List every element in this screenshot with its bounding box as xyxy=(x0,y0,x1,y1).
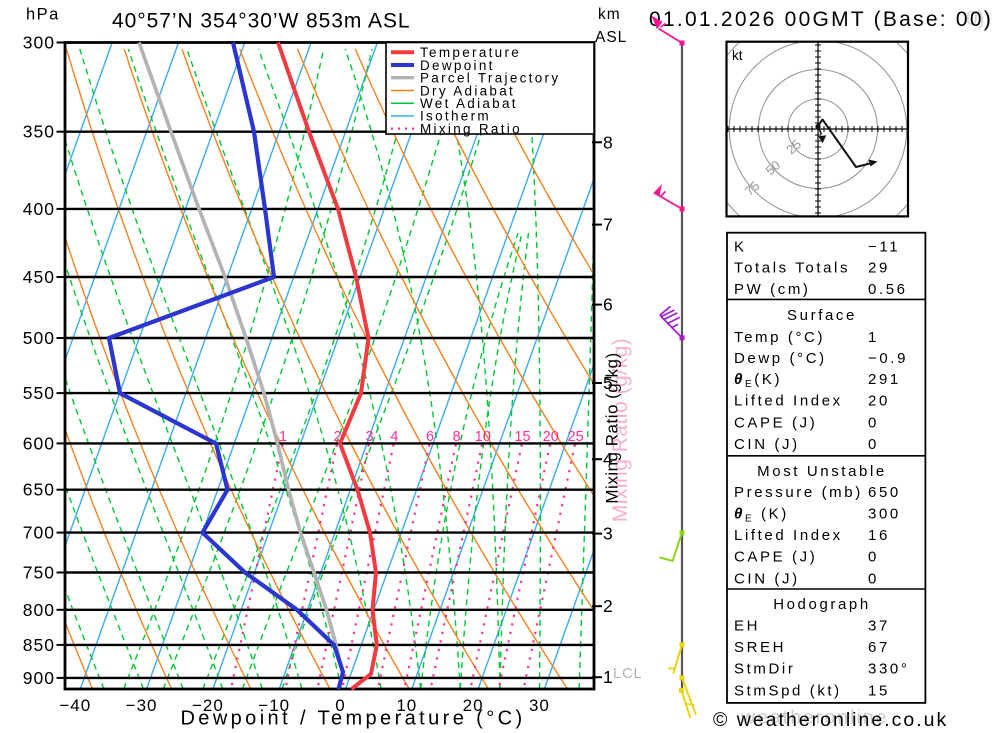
svg-text:6: 6 xyxy=(426,429,434,445)
svg-text:20: 20 xyxy=(543,429,559,445)
svg-text:SREH: SREH xyxy=(734,639,786,656)
svg-text:K: K xyxy=(734,239,747,256)
svg-text:0: 0 xyxy=(868,414,879,431)
svg-text:40°57’N 354°30’W 853m ASL: 40°57’N 354°30’W 853m ASL xyxy=(112,10,411,33)
svg-text:CAPE (J): CAPE (J) xyxy=(734,414,817,431)
svg-text:kt: kt xyxy=(732,48,743,63)
svg-text:StmDir: StmDir xyxy=(734,661,795,678)
svg-text:Temp (°C): Temp (°C) xyxy=(734,329,825,346)
svg-text:1: 1 xyxy=(279,429,287,445)
svg-text:2: 2 xyxy=(333,429,341,445)
svg-text:−40: −40 xyxy=(59,696,91,715)
svg-text:Wet Adiabat: Wet Adiabat xyxy=(420,96,518,111)
svg-text:−30: −30 xyxy=(126,696,158,715)
svg-text:0: 0 xyxy=(868,436,879,453)
svg-text:PW (cm): PW (cm) xyxy=(734,281,811,298)
svg-text:700: 700 xyxy=(23,523,55,543)
svg-text:Dewpoint / Temperature (°C): Dewpoint / Temperature (°C) xyxy=(180,708,525,730)
svg-text:© weatheronline.co.uk: © weatheronline.co.uk xyxy=(713,709,948,731)
svg-text:weatheronline: weatheronline xyxy=(740,707,888,729)
svg-text:600: 600 xyxy=(23,433,55,453)
svg-text:37: 37 xyxy=(868,617,890,634)
svg-text:300: 300 xyxy=(23,33,55,53)
svg-text:3: 3 xyxy=(603,524,613,544)
svg-text:0.56: 0.56 xyxy=(868,281,908,298)
svg-text:−20: −20 xyxy=(192,696,224,715)
svg-text:300: 300 xyxy=(868,506,901,523)
svg-text:6: 6 xyxy=(603,295,613,315)
svg-text:10: 10 xyxy=(396,696,417,715)
svg-text:Lifted Index: Lifted Index xyxy=(734,393,843,410)
svg-text:16: 16 xyxy=(868,527,890,544)
svg-text:7: 7 xyxy=(603,215,613,235)
svg-text:θE(K): θE(K) xyxy=(734,371,782,390)
svg-text:Temperature: Temperature xyxy=(420,45,521,60)
svg-text:350: 350 xyxy=(23,122,55,142)
svg-text:20: 20 xyxy=(868,393,890,410)
svg-text:−0.9: −0.9 xyxy=(868,350,908,367)
svg-text:5: 5 xyxy=(603,373,613,393)
svg-text:29: 29 xyxy=(868,260,890,277)
svg-text:EH: EH xyxy=(734,617,760,634)
svg-text:4: 4 xyxy=(390,429,398,445)
svg-text:Lifted Index: Lifted Index xyxy=(734,527,843,544)
svg-text:8: 8 xyxy=(452,429,460,445)
svg-text:CIN (J): CIN (J) xyxy=(734,570,800,587)
svg-text:291: 291 xyxy=(868,371,901,388)
svg-text:01.01.2026 00GMT (Base: 00): 01.01.2026 00GMT (Base: 00) xyxy=(649,8,993,31)
svg-text:CAPE (J): CAPE (J) xyxy=(734,549,817,566)
svg-text:4: 4 xyxy=(603,449,613,469)
svg-text:15: 15 xyxy=(514,429,530,445)
svg-text:StmSpd (kt): StmSpd (kt) xyxy=(734,682,842,699)
svg-text:330°: 330° xyxy=(868,661,909,678)
svg-text:Most Unstable: Most Unstable xyxy=(757,463,887,480)
svg-text:LCL: LCL xyxy=(613,666,643,682)
svg-text:km: km xyxy=(598,6,621,23)
svg-text:hPa: hPa xyxy=(26,6,60,24)
svg-text:0: 0 xyxy=(868,570,879,587)
svg-text:Isotherm: Isotherm xyxy=(420,109,491,124)
svg-text:800: 800 xyxy=(23,600,55,620)
svg-text:0)): 0)) xyxy=(966,7,992,30)
svg-text:850: 850 xyxy=(23,635,55,655)
svg-text:10: 10 xyxy=(475,429,491,445)
svg-text:Mixing Ratio (g/kg): Mixing Ratio (g/kg) xyxy=(603,352,622,503)
svg-text:Parcel Trajectory: Parcel Trajectory xyxy=(420,71,560,86)
svg-text:Mixing Ratio: Mixing Ratio xyxy=(420,121,522,136)
svg-text:θE (K): θE (K) xyxy=(734,506,789,525)
svg-text:−10: −10 xyxy=(258,696,290,715)
svg-text:Totals Totals: Totals Totals xyxy=(734,260,850,277)
svg-text:650: 650 xyxy=(23,480,55,500)
svg-text:Pressure (mb): Pressure (mb) xyxy=(734,484,863,501)
svg-text:400: 400 xyxy=(23,199,55,219)
svg-text:Surface: Surface xyxy=(787,307,857,324)
svg-text:30: 30 xyxy=(529,696,550,715)
svg-text:550: 550 xyxy=(23,383,55,403)
svg-text:−11: −11 xyxy=(868,239,900,256)
svg-text:900: 900 xyxy=(23,668,55,688)
svg-text:Dewpoint: Dewpoint xyxy=(420,58,495,73)
svg-text:8: 8 xyxy=(603,132,613,152)
svg-text:0: 0 xyxy=(868,549,879,566)
svg-text:CIN (J): CIN (J) xyxy=(734,436,800,453)
svg-text:Mixing Ratio (g/kg): Mixing Ratio (g/kg) xyxy=(609,338,632,523)
svg-text:0: 0 xyxy=(335,696,345,715)
svg-text:25: 25 xyxy=(568,429,584,445)
svg-text:1: 1 xyxy=(603,667,613,687)
svg-text:450: 450 xyxy=(23,267,55,287)
svg-text:15: 15 xyxy=(868,682,890,699)
svg-text:3: 3 xyxy=(365,429,373,445)
svg-text:2: 2 xyxy=(603,596,613,616)
svg-text:Hodograph: Hodograph xyxy=(773,596,871,613)
svg-text:20: 20 xyxy=(463,696,484,715)
svg-text:1: 1 xyxy=(868,329,879,346)
svg-text:750: 750 xyxy=(23,563,55,583)
svg-text:Dry Adiabat: Dry Adiabat xyxy=(420,83,515,98)
svg-text:ASL: ASL xyxy=(595,29,627,46)
svg-text:650: 650 xyxy=(868,484,901,501)
svg-text:67: 67 xyxy=(868,639,890,656)
svg-text:Dewp (°C): Dewp (°C) xyxy=(734,350,827,367)
svg-text:500: 500 xyxy=(23,328,55,348)
